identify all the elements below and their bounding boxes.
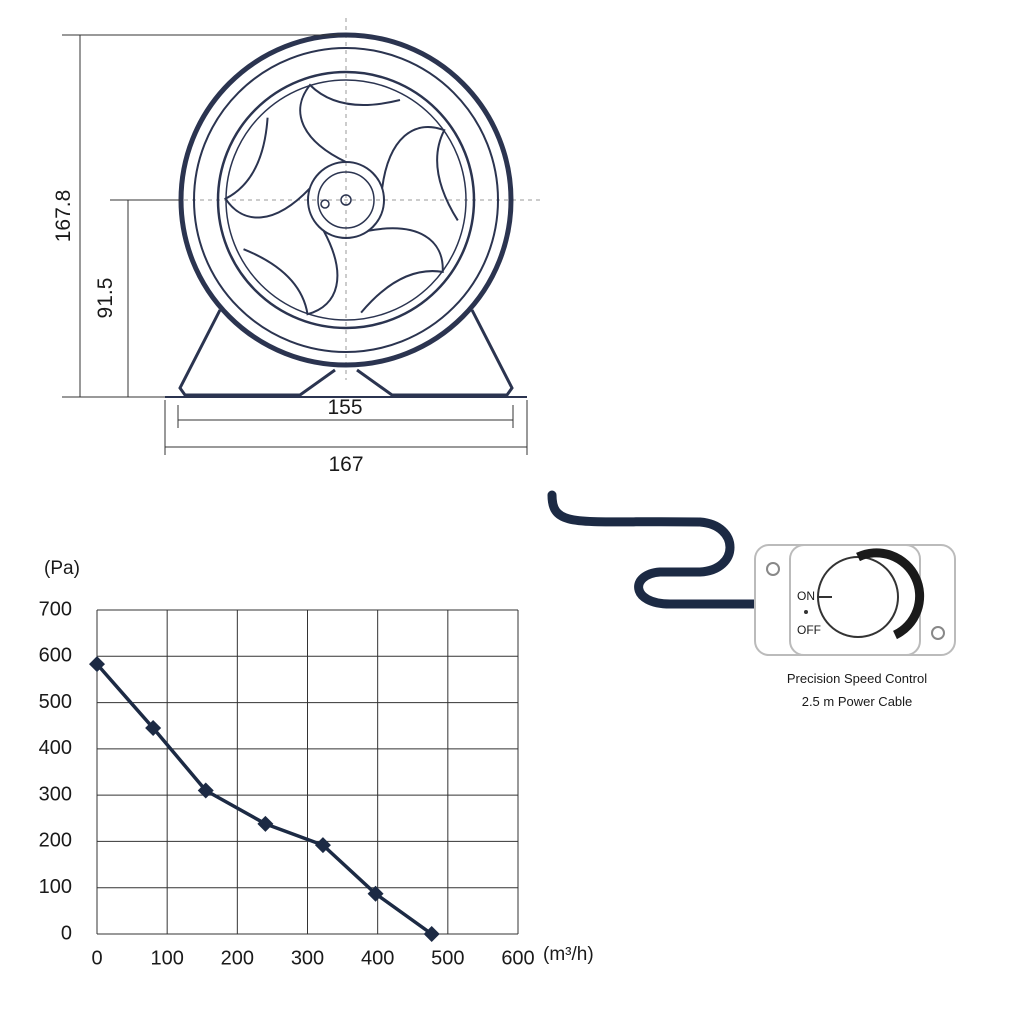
- dimension-label: 91.5: [94, 278, 117, 319]
- dot: [804, 610, 808, 614]
- screw: [766, 562, 780, 576]
- x-tick-label: 100: [150, 947, 183, 969]
- marker: [314, 837, 331, 854]
- ring: [216, 70, 476, 330]
- screw: [931, 626, 945, 640]
- hub: [320, 199, 330, 209]
- marker: [367, 885, 384, 902]
- y-tick-label: 200: [39, 830, 72, 852]
- dimension-lines: [62, 34, 528, 455]
- knob-arc: [856, 548, 925, 640]
- marker: [257, 815, 274, 832]
- y-tick-label: 600: [39, 645, 72, 667]
- speed-controller: ON OFF Precision Speed Control 2.5 m Pow…: [547, 490, 956, 709]
- stand: [178, 309, 514, 397]
- x-tick-label: 200: [221, 947, 254, 969]
- marker: [423, 926, 440, 942]
- hub: [317, 171, 375, 229]
- hub: [340, 194, 352, 206]
- x-tick-label: 300: [291, 947, 324, 969]
- on-label: ON: [797, 589, 815, 603]
- marker: [145, 720, 162, 737]
- y-tick-label: 100: [39, 876, 72, 898]
- x-tick-label: 600: [501, 947, 534, 969]
- dimension-label: 167.8: [52, 190, 75, 243]
- off-label: OFF: [797, 623, 821, 637]
- hub: [307, 161, 385, 239]
- blades: [224, 83, 459, 316]
- x-tick-label: 400: [361, 947, 394, 969]
- x-axis-label: (m³/h): [543, 944, 594, 965]
- y-tick-label: 0: [61, 922, 72, 944]
- caption: Precision Speed Control: [787, 671, 927, 686]
- ring: [193, 47, 499, 353]
- y-tick-label: 500: [39, 691, 72, 713]
- x-tick-label: 500: [431, 947, 464, 969]
- y-tick-label: 400: [39, 737, 72, 759]
- y-tick-label: 700: [39, 598, 72, 620]
- y-axis-label: (Pa): [44, 558, 80, 579]
- caption: 2.5 m Power Cable: [802, 694, 913, 709]
- marker: [197, 782, 214, 799]
- outer-ring: [178, 32, 514, 368]
- dimension-label: 155: [327, 396, 362, 419]
- y-tick-label: 300: [39, 783, 72, 805]
- fan-drawing: 167.8 91.5 155 167: [52, 18, 540, 476]
- dimension-label: 167: [328, 453, 363, 476]
- x-tick-label: 0: [91, 947, 102, 969]
- cable: [547, 490, 765, 609]
- chart: (Pa) (m³/h) 0 100 200 300 400 500 600 700 0 100 20…: [39, 558, 594, 969]
- marker: [89, 656, 105, 673]
